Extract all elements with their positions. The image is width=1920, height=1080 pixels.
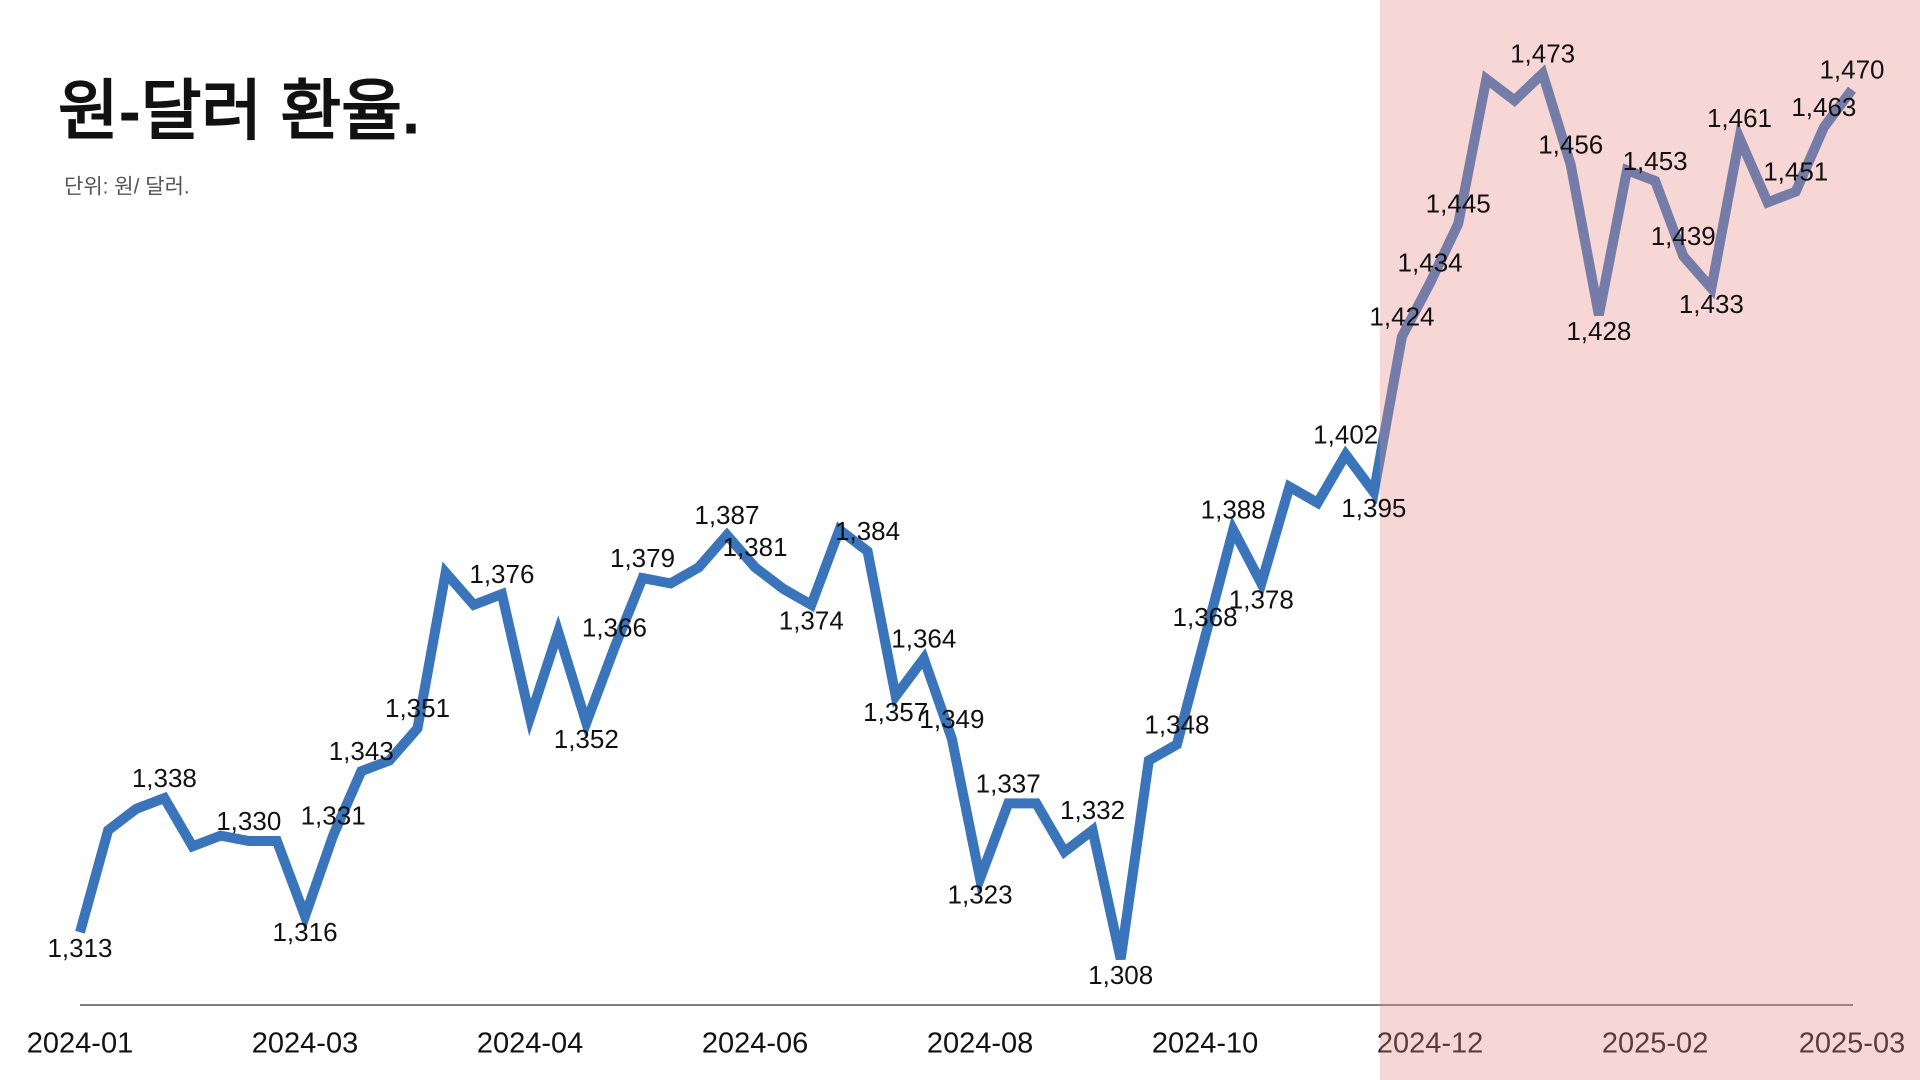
data-label: 1,337 [976, 768, 1041, 798]
data-label: 1,473 [1510, 38, 1575, 68]
data-label: 1,445 [1426, 189, 1491, 219]
highlight-region [1379, 0, 1920, 1080]
data-label: 1,451 [1763, 157, 1828, 187]
data-label: 1,351 [385, 693, 450, 723]
x-tick-label: 2024-04 [477, 1028, 583, 1060]
data-label: 1,470 [1819, 55, 1884, 85]
data-label: 1,378 [1229, 584, 1294, 614]
data-label: 1,379 [610, 543, 675, 573]
data-label: 1,384 [835, 516, 900, 546]
data-label: 1,316 [272, 917, 337, 947]
data-label: 1,349 [919, 704, 984, 734]
x-tick-label: 2025-02 [1602, 1028, 1708, 1060]
chart-title: 원-달러 환율. [58, 73, 420, 147]
data-label: 1,456 [1538, 130, 1603, 160]
data-label: 1,434 [1398, 248, 1463, 278]
data-label: 1,439 [1651, 221, 1716, 251]
data-label: 1,332 [1060, 795, 1125, 825]
data-label: 1,348 [1144, 709, 1209, 739]
data-label: 1,461 [1707, 103, 1772, 133]
data-label: 1,352 [554, 724, 619, 754]
x-tick-label: 2025-03 [1799, 1028, 1905, 1060]
data-label: 1,395 [1341, 493, 1406, 523]
data-label: 1,463 [1791, 92, 1856, 122]
data-label: 1,388 [1201, 495, 1266, 525]
data-label: 1,308 [1088, 960, 1153, 990]
data-label: 1,381 [723, 532, 788, 562]
data-label: 1,453 [1623, 146, 1688, 176]
x-tick-label: 2024-12 [1377, 1028, 1483, 1060]
data-label: 1,343 [329, 736, 394, 766]
data-label: 1,376 [469, 559, 534, 589]
x-tick-label: 2024-06 [702, 1028, 808, 1060]
data-label: 1,387 [694, 500, 759, 530]
x-tick-label: 2024-03 [252, 1028, 358, 1060]
data-label: 1,402 [1313, 419, 1378, 449]
data-label: 1,366 [582, 613, 647, 643]
x-tick-label: 2024-08 [927, 1028, 1033, 1060]
data-label: 1,424 [1369, 301, 1434, 331]
data-label: 1,330 [216, 806, 281, 836]
data-label: 1,364 [891, 623, 956, 653]
data-label: 1,374 [779, 606, 844, 636]
x-tick-label: 2024-01 [27, 1028, 133, 1060]
data-label: 1,428 [1566, 316, 1631, 346]
data-label: 1,331 [301, 801, 366, 831]
chart-subtitle: 단위: 원/ 달러. [64, 176, 190, 199]
data-label: 1,433 [1679, 289, 1744, 319]
data-label: 1,323 [948, 879, 1013, 909]
data-label: 1,313 [47, 933, 112, 963]
x-tick-label: 2024-10 [1152, 1028, 1258, 1060]
data-line [75, 64, 1857, 961]
data-label: 1,338 [132, 763, 197, 793]
data-label: 1,357 [863, 697, 928, 727]
data-label: 1,368 [1173, 602, 1238, 632]
